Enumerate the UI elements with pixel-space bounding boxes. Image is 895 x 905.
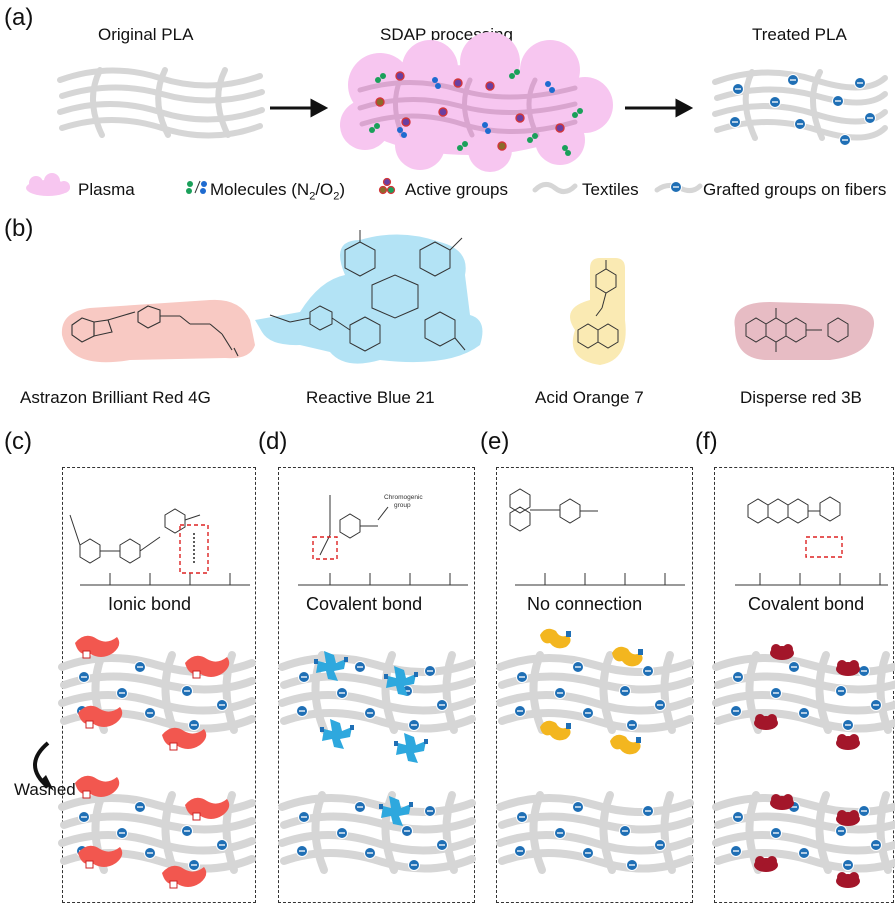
bond-label-f: Covalent bond: [748, 594, 865, 614]
legend-plasma-label: Plasma: [78, 180, 135, 199]
panel-f-molecule: [735, 496, 888, 586]
plasma-molecules: [369, 69, 583, 156]
legend-molecules-icon: [186, 180, 207, 194]
bond-label-d: Covalent bond: [306, 594, 423, 614]
blue-dye-4: [394, 733, 428, 763]
legend-molecules-label: Molecules (N2/O2): [210, 180, 346, 203]
maroon-dye-1: [770, 644, 794, 660]
orange-dye-3: [540, 720, 571, 741]
washed-label: Washed: [14, 780, 76, 799]
panel-c-highlight-box: [179, 524, 209, 574]
title-treated-pla: Treated PLA: [752, 25, 847, 44]
orange-dye-4: [610, 734, 641, 755]
panel-d-fibers-top: [282, 655, 472, 731]
panel-e-fibers-washed: [500, 795, 690, 871]
reactive-blue-21-structure: [255, 230, 483, 364]
process-arrow-2: [625, 98, 694, 118]
legend-active-groups-label: Active groups: [405, 180, 508, 199]
maroon-dye-4: [836, 734, 860, 750]
panel-label-d: (d): [258, 428, 288, 455]
panel-e-fibers-top: [500, 655, 690, 731]
bond-label-c: Ionic bond: [108, 594, 192, 614]
panel-d-molecule: [298, 495, 468, 586]
chromogenic-label-2: group: [394, 502, 411, 509]
panel-label-b: (b): [4, 215, 34, 242]
chromogenic-label-1: Chromogenic: [384, 494, 423, 501]
orange-dye-2: [612, 646, 643, 667]
panel-a-graphic: [26, 32, 888, 196]
panel-e-box: [496, 467, 693, 903]
panel-label-f: (f): [695, 428, 718, 455]
plasma-active-groups: [375, 71, 565, 151]
red-dye-6: [184, 797, 230, 821]
maroon-dye-6: [836, 810, 860, 826]
panel-d-box: [278, 467, 475, 903]
bond-label-e: No connection: [527, 594, 643, 614]
dye-name-disperse-red: Disperse red 3B: [740, 388, 862, 407]
panel-label-c: (c): [4, 428, 32, 455]
maroon-dye-3: [754, 714, 778, 730]
panel-f-highlight-box: [805, 536, 843, 558]
dye-name-astrazon: Astrazon Brilliant Red 4G: [20, 388, 211, 407]
legend-active-groups-icon: [378, 177, 396, 195]
maroon-dye-7: [754, 856, 778, 872]
dye-name-reactive-blue: Reactive Blue 21: [306, 388, 435, 407]
orange-dye-1: [540, 628, 571, 649]
legend-textiles-label: Textiles: [582, 180, 639, 199]
process-arrow-1: [270, 98, 329, 118]
legend-grafted-label: Grafted groups on fibers: [703, 180, 887, 199]
panel-f-fibers-washed: [716, 795, 895, 871]
panel-label-e: (e): [480, 428, 510, 455]
original-pla-fibers: [57, 67, 265, 139]
maroon-dye-8: [836, 872, 860, 888]
panel-f-fibers-top: [716, 655, 895, 731]
legend-textiles-icon: [532, 182, 578, 194]
panel-e-molecule: [509, 488, 685, 586]
legend-plasma-icon: [26, 173, 70, 196]
acid-orange-7-structure: [570, 258, 626, 365]
panel-c-molecule: [69, 508, 250, 586]
disperse-red-3b-structure: [734, 302, 875, 360]
maroon-dye-5: [770, 794, 794, 810]
panel-d-highlight-box: [312, 536, 338, 560]
dye-name-acid-orange: Acid Orange 7: [535, 388, 644, 407]
maroon-dye-2: [836, 660, 860, 676]
title-original-pla: Original PLA: [98, 25, 194, 44]
panel-b-graphic: [61, 230, 875, 365]
panel-label-a: (a): [4, 4, 34, 31]
panel-d-fibers-washed: [282, 795, 472, 871]
astrazon-red-structure: [61, 299, 255, 363]
panels-cf-graphic: Chromogenic group: [33, 488, 895, 889]
legend-grafted-icon: [654, 181, 703, 194]
